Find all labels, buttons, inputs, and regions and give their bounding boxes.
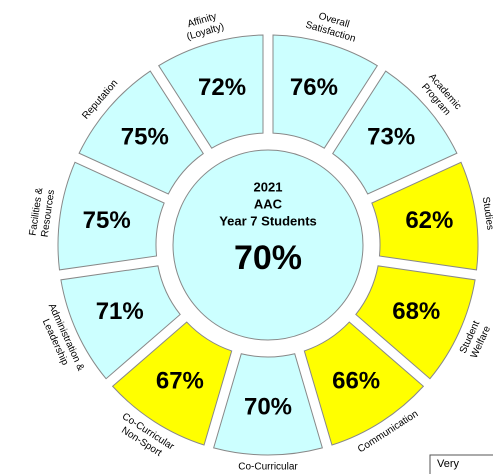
center-title: 2021 xyxy=(254,179,283,194)
segment xyxy=(355,265,476,380)
value-label: 67% xyxy=(156,367,204,394)
segment xyxy=(158,34,264,149)
segment xyxy=(272,34,378,149)
value-label: 72% xyxy=(198,74,246,101)
segment xyxy=(332,70,458,195)
center-value: 70% xyxy=(234,239,302,277)
value-label: 68% xyxy=(392,298,440,325)
value-label: 71% xyxy=(96,298,144,325)
segment xyxy=(303,321,425,446)
legend-box xyxy=(429,454,493,474)
legend-text: Very xyxy=(437,458,460,470)
segment xyxy=(111,321,233,446)
category-label: Co-Curricular xyxy=(238,462,298,473)
center-circle xyxy=(172,149,364,341)
value-label: 66% xyxy=(332,367,380,394)
segment xyxy=(57,161,165,271)
value-label: 76% xyxy=(290,74,338,101)
center-title: Year 7 Students xyxy=(219,213,317,228)
segment xyxy=(213,353,323,456)
segment xyxy=(78,70,204,195)
value-label: 73% xyxy=(367,124,415,151)
value-label: 75% xyxy=(121,124,169,151)
value-label: 62% xyxy=(405,207,453,234)
category-label: Studies xyxy=(480,196,493,231)
value-label: 70% xyxy=(244,393,292,420)
segment xyxy=(60,265,181,380)
center-title: AAC xyxy=(254,196,283,211)
segment xyxy=(371,161,479,271)
value-label: 75% xyxy=(83,207,131,234)
